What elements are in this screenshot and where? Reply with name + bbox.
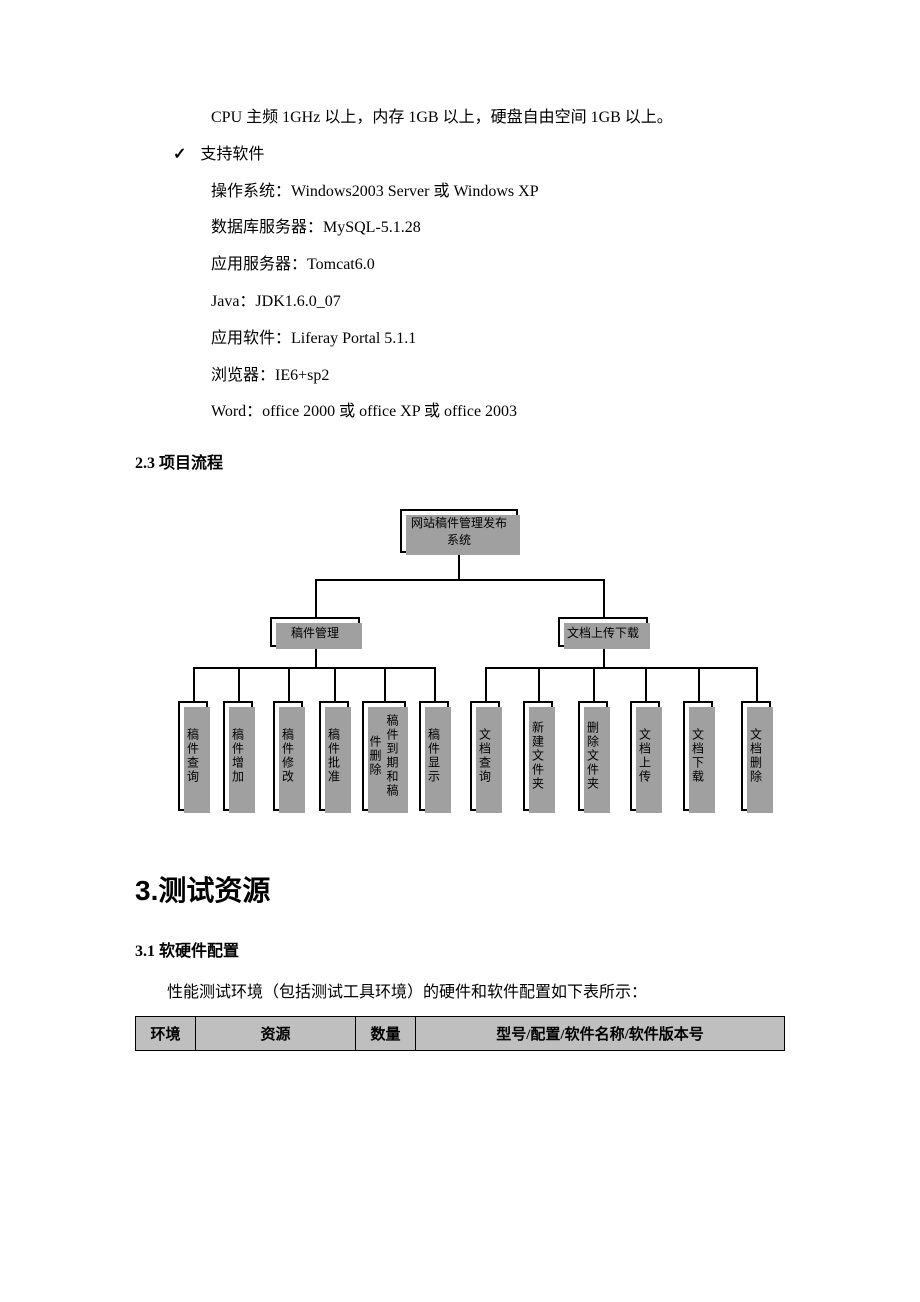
perf-intro-text: 性能测试环境（包括测试工具环境）的硬件和软件配置如下表所示： <box>135 975 785 1012</box>
th-resource: 资源 <box>196 1016 356 1050</box>
bullet-support-software: ✓ 支持软件 <box>173 137 785 174</box>
table-header-row: 环境 资源 数量 型号/配置/软件名称/软件版本号 <box>136 1016 785 1050</box>
leaf-right-0: 文档查询 <box>470 701 500 811</box>
leaf-left-0: 稿件查询 <box>178 701 208 811</box>
section-3-1-heading: 3.1 软硬件配置 <box>135 937 785 961</box>
leaf-right-1: 新建文件夹 <box>523 701 553 811</box>
browser-text: 浏览器：IE6+sp2 <box>211 358 785 395</box>
tree-root: 网站稿件管理发布系统 <box>400 509 518 553</box>
support-software-label: 支持软件 <box>200 137 264 174</box>
tree-node-upload: 文档上传下载 <box>558 617 648 647</box>
leaf-left-2: 稿件修改 <box>273 701 303 811</box>
leaf-right-4: 文档下载 <box>683 701 713 811</box>
section-3-heading: 3.测试资源 <box>135 869 785 909</box>
tree-node-manage: 稿件管理 <box>270 617 360 647</box>
db-text: 数据库服务器：MySQL-5.1.28 <box>211 210 785 247</box>
leaf-left-1: 稿件增加 <box>223 701 253 811</box>
project-flow-diagram: 网站稿件管理发布系统 稿件管理 文档上传下载 稿件查询 稿件增加 稿件修改 稿件… <box>135 509 785 829</box>
leaf-right-2: 删除文件夹 <box>578 701 608 811</box>
th-model: 型号/配置/软件名称/软件版本号 <box>416 1016 785 1050</box>
leaf-right-5: 文档删除 <box>741 701 771 811</box>
java-text: Java：JDK1.6.0_07 <box>211 284 785 321</box>
leaf-left-3: 稿件批准 <box>319 701 349 811</box>
leaf-left-4: 稿件到期和稿件删除 <box>362 701 406 811</box>
app-server-text: 应用服务器：Tomcat6.0 <box>211 247 785 284</box>
section-2-3-heading: 2.3 项目流程 <box>135 449 785 473</box>
leaf-right-3: 文档上传 <box>630 701 660 811</box>
cpu-spec-text: CPU 主频 1GHz 以上，内存 1GB 以上，硬盘自由空间 1GB 以上。 <box>211 100 785 137</box>
check-icon: ✓ <box>173 137 186 174</box>
config-table: 环境 资源 数量 型号/配置/软件名称/软件版本号 <box>135 1016 785 1051</box>
leaf-left-5: 稿件显示 <box>419 701 449 811</box>
word-text: Word：office 2000 或 office XP 或 office 20… <box>211 394 785 431</box>
th-env: 环境 <box>136 1016 196 1050</box>
os-text: 操作系统：Windows2003 Server 或 Windows XP <box>211 174 785 211</box>
th-qty: 数量 <box>356 1016 416 1050</box>
app-software-text: 应用软件：Liferay Portal 5.1.1 <box>211 321 785 358</box>
